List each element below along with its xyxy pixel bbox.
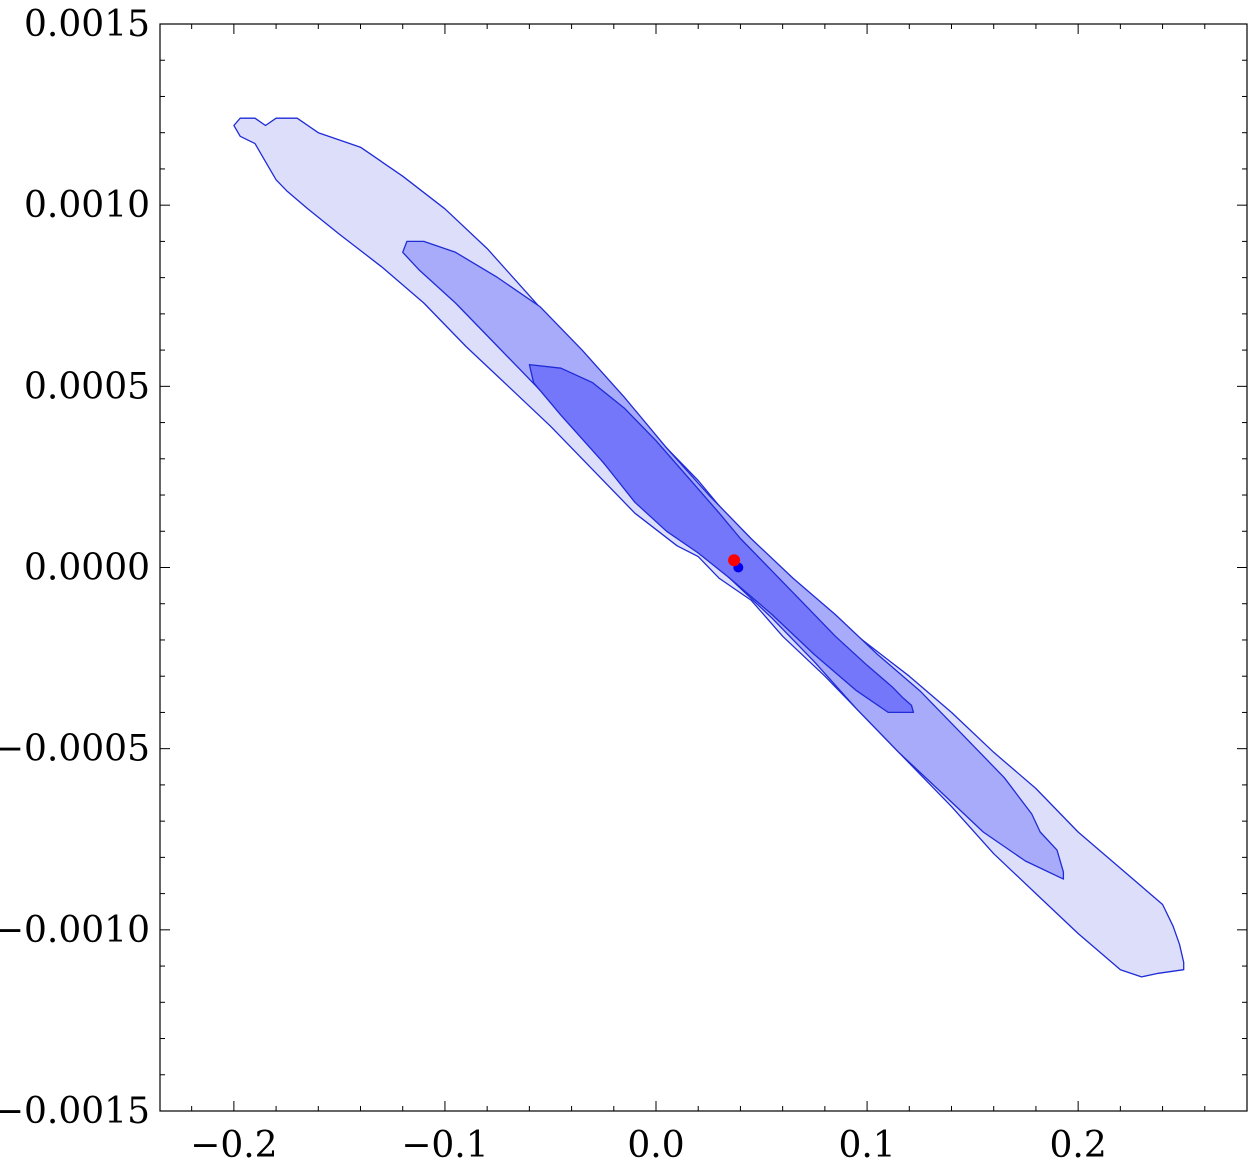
y-tick-label: 0.0000	[24, 548, 150, 589]
marker-points	[728, 554, 744, 573]
y-tick-label: 0.0005	[24, 366, 150, 407]
contour-region-inner	[528, 363, 915, 714]
data-point	[728, 554, 741, 567]
x-tick-label: 0.2	[1050, 1125, 1107, 1166]
y-tick-label: −0.0005	[0, 729, 150, 770]
contour-regions	[233, 117, 1185, 978]
y-tick-label: 0.0010	[24, 185, 150, 226]
axis-tick-labels: −0.2 −0.1 0.0 0.1 0.2 0.0015 0.0010 0.0005 0.000…	[0, 4, 1107, 1166]
y-tick-label: −0.0010	[0, 910, 150, 951]
axis-ticks	[160, 23, 1248, 1112]
x-tick-label: 0.1	[838, 1125, 895, 1166]
y-tick-label: −0.0015	[0, 1091, 150, 1132]
x-tick-label: −0.2	[190, 1125, 277, 1166]
x-tick-label: −0.1	[401, 1125, 488, 1166]
x-tick-label: 0.0	[627, 1125, 684, 1166]
y-tick-label: 0.0015	[24, 4, 150, 45]
